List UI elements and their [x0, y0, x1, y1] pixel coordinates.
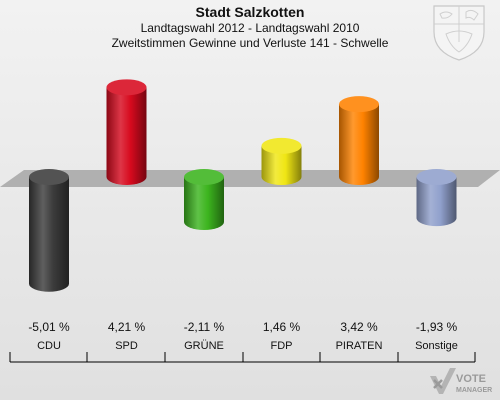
bar-gr-ne — [184, 169, 224, 230]
value-label: 4,21 % — [108, 320, 146, 334]
category-label: GRÜNE — [184, 340, 224, 352]
category-label: CDU — [37, 340, 61, 352]
value-label: -1,93 % — [416, 320, 458, 334]
chart-subtitle-description: Zweitstimmen Gewinne und Verluste 141 - … — [111, 36, 389, 50]
bar-bottom-cap — [416, 210, 457, 227]
value-label: -5,01 % — [28, 320, 70, 334]
vote-manager-logo-icon: VOTE MANAGER — [430, 368, 492, 394]
bar-body — [339, 104, 379, 177]
bar-body — [106, 87, 147, 177]
coat-of-arms-icon — [433, 5, 485, 61]
bar-fdp — [261, 137, 302, 185]
bar-top-cap — [339, 96, 379, 113]
bar-bottom-cap — [184, 213, 224, 230]
chart-subtitle-election: Landtagswahl 2012 - Landtagswahl 2010 — [140, 21, 360, 35]
value-label: 1,46 % — [263, 320, 301, 334]
logo-text-manager: MANAGER — [456, 387, 492, 394]
bar-cdu — [29, 169, 69, 292]
bar-spd — [106, 79, 147, 185]
bar-bottom-cap — [29, 275, 69, 292]
bar-bottom-cap — [106, 169, 147, 185]
category-label: FDP — [271, 340, 293, 352]
bar-top-cap — [29, 169, 69, 185]
bar-top-cap — [184, 169, 224, 185]
category-label: Sonstige — [415, 340, 458, 352]
bar-sonstige — [416, 169, 457, 227]
chart-header: Stadt Salzkotten Landtagswahl 2012 - Lan… — [0, 4, 500, 51]
bar-top-cap — [416, 169, 457, 185]
value-label: 3,42 % — [340, 320, 378, 334]
bar-bottom-cap — [261, 169, 302, 185]
value-label: -2,11 % — [184, 320, 225, 334]
chart-title: Stadt Salzkotten — [195, 4, 305, 20]
bar-piraten — [339, 96, 379, 185]
bar-top-cap — [106, 79, 147, 96]
bar-bottom-cap — [339, 169, 379, 185]
bar-top-cap — [261, 137, 302, 154]
category-label: SPD — [115, 340, 138, 352]
category-label: PIRATEN — [336, 340, 383, 352]
logo-text-vote: VOTE — [456, 373, 486, 385]
bar-body — [29, 177, 69, 284]
